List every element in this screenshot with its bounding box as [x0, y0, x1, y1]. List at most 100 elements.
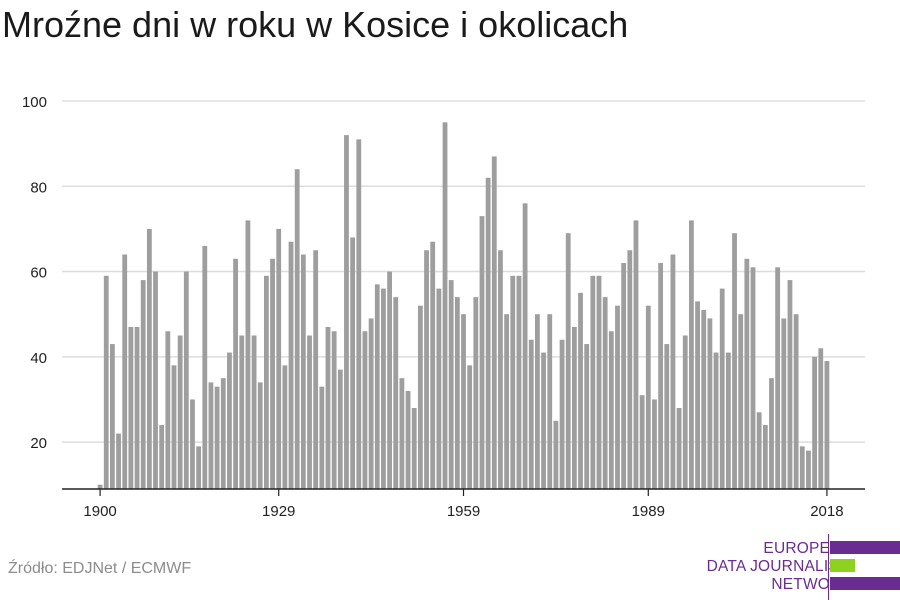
bar-1985: [621, 263, 627, 489]
bar-1923: [239, 335, 245, 489]
bar-1934: [307, 335, 312, 489]
logo-bar: [830, 577, 900, 590]
bar-1919: [214, 386, 220, 489]
bar-1914: [183, 271, 189, 489]
bar-1997: [695, 301, 700, 489]
bar-1913: [177, 335, 183, 489]
bar-1987: [633, 220, 639, 489]
bar-1981: [596, 275, 602, 489]
bar-2003: [732, 233, 737, 489]
bar-2011: [781, 318, 787, 489]
bar-2006: [750, 267, 756, 489]
bar-1960: [467, 365, 473, 489]
bar-1996: [689, 220, 694, 489]
bar-1952: [417, 305, 423, 489]
bar-1933: [300, 254, 306, 489]
bar-1951: [411, 407, 417, 489]
bar-1904: [122, 254, 128, 489]
bar-1994: [676, 407, 682, 489]
bar-1903: [116, 433, 121, 489]
bar-2007: [756, 412, 762, 489]
bar-1967: [510, 275, 516, 489]
bar-2000: [713, 352, 719, 489]
x-tick-label: 1929: [262, 503, 295, 520]
bar-1965: [498, 250, 503, 489]
chart-title: Mroźne dni w roku w Kosice i okolicach: [2, 4, 629, 45]
bar-1932: [294, 169, 300, 489]
y-tick-label: 40: [30, 350, 47, 367]
bar-1990: [652, 399, 657, 489]
bar-1972: [541, 352, 546, 489]
logo-bar: [830, 559, 855, 572]
bar-1916: [196, 446, 202, 489]
bar-1975: [559, 339, 565, 489]
bar-1992: [664, 344, 670, 489]
bar-1953: [424, 250, 429, 489]
bar-1943: [362, 331, 368, 489]
bar-1945: [374, 284, 380, 489]
logo-divider: [828, 534, 829, 600]
bar-1964: [491, 156, 497, 489]
source-note: Źródło: EDJNet / ECMWF: [8, 560, 192, 577]
bar-1947: [387, 271, 392, 489]
edjnet-logo: EUROPEAN DATA JOURNALISM NETWORK: [700, 534, 900, 600]
bar-1955: [436, 288, 442, 489]
bar-2017: [818, 348, 824, 489]
bar-1968: [516, 275, 522, 489]
bar-1926: [257, 382, 263, 489]
bar-2005: [744, 258, 750, 489]
bar-1971: [535, 314, 540, 489]
bar-1998: [701, 309, 707, 489]
bar-1922: [233, 258, 238, 489]
bar-1929: [276, 228, 282, 489]
bar-1950: [405, 390, 411, 489]
bar-2010: [775, 267, 781, 489]
bar-1959: [461, 314, 466, 489]
bar-1966: [504, 314, 510, 489]
bar-1930: [282, 365, 288, 489]
bar-1900: [97, 484, 103, 489]
bar-2004: [738, 314, 744, 489]
bar-1936: [319, 386, 325, 489]
bar-2008: [762, 425, 768, 489]
bar-1902: [109, 344, 115, 489]
bar-1915: [190, 399, 195, 489]
y-tick-label: 80: [30, 179, 47, 196]
bar-1970: [528, 339, 534, 489]
bar-2012: [787, 280, 793, 489]
bar-2009: [769, 378, 774, 489]
bar-1974: [553, 420, 559, 489]
bar-1976: [565, 233, 571, 489]
x-tick-label: 1959: [447, 503, 480, 520]
bar-1969: [522, 203, 528, 490]
y-axis-labels: 20 40 60 80 100: [22, 94, 47, 452]
bar-1954: [430, 241, 436, 489]
bar-1999: [707, 318, 713, 489]
y-tick-label: 60: [30, 265, 47, 282]
bar-2016: [812, 356, 818, 489]
bar-1907: [140, 280, 146, 489]
bar-chart: 20 40 60 80 100 1900 1929 1959 1989 2018: [22, 94, 865, 520]
bar-1989: [645, 305, 651, 489]
bar-1986: [627, 250, 633, 489]
bar-1921: [227, 352, 232, 489]
bar-1924: [245, 220, 251, 489]
bar-1962: [479, 216, 485, 489]
bar-1973: [547, 314, 553, 489]
bar-1911: [165, 331, 171, 489]
x-tick-label: 1900: [83, 503, 116, 520]
y-tick-label: 20: [30, 435, 47, 452]
bar-1939: [337, 369, 343, 489]
bar-1948: [393, 297, 399, 489]
bar-1977: [571, 326, 577, 489]
bars: [97, 122, 830, 490]
bar-1979: [584, 344, 590, 489]
bar-1961: [473, 297, 479, 489]
bar-1925: [251, 335, 257, 489]
bar-1935: [313, 250, 319, 489]
bar-1958: [454, 297, 460, 489]
bar-1944: [368, 318, 374, 489]
bar-1909: [153, 271, 158, 489]
bar-1928: [270, 258, 275, 489]
bar-2015: [806, 450, 811, 489]
